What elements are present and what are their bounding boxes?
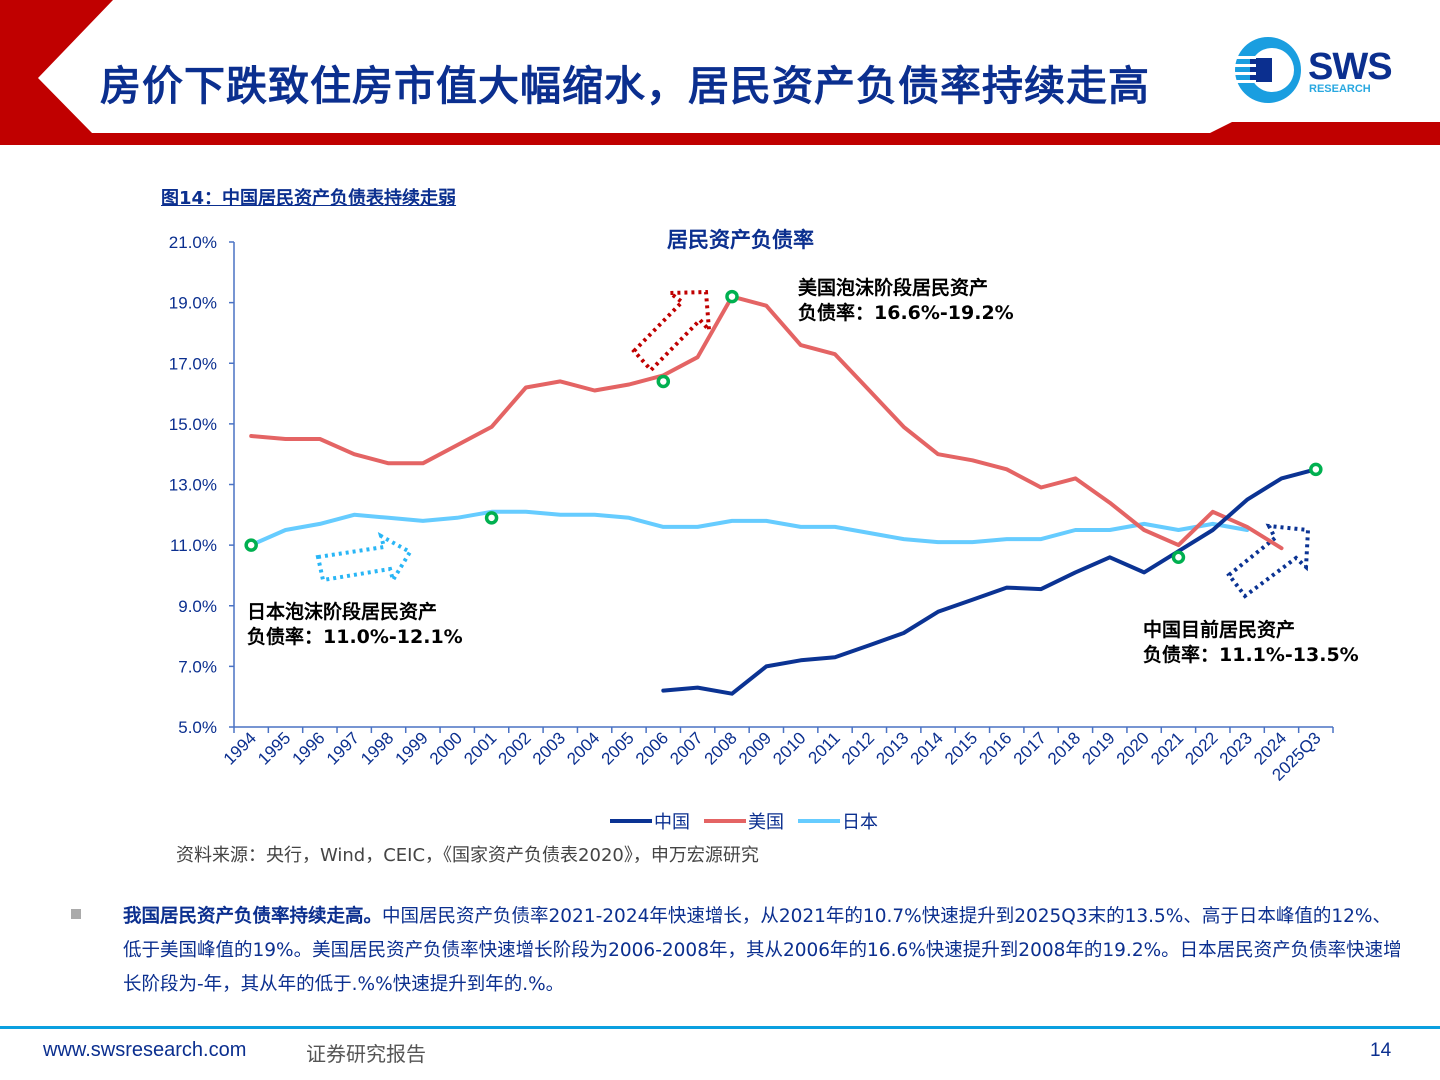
header-red-frame — [0, 0, 1440, 145]
x-tick-label: 2000 — [426, 728, 466, 768]
x-tick-label: 2005 — [598, 728, 638, 768]
figure-source: 资料来源：央行，Wind，CEIC，《国家资产负债表2020》，申万宏源研究 — [176, 845, 759, 866]
y-tick-label: 17.0% — [169, 354, 217, 373]
legend-label: 中国 — [654, 812, 690, 833]
legend-swatch — [610, 819, 652, 823]
x-tick-label: 2001 — [460, 728, 500, 768]
x-tick-label: 2013 — [872, 728, 912, 768]
x-tick-label: 2018 — [1044, 728, 1084, 768]
legend-label: 日本 — [842, 812, 878, 833]
x-tick-label: 2015 — [941, 728, 981, 768]
data-point-marker — [725, 289, 739, 304]
data-point-marker — [484, 511, 499, 525]
body-paragraph: 我国居民资产负债率持续走高。中国居民资产负债率2021-2024年快速增长，从2… — [123, 900, 1403, 1002]
x-tick-label: 1994 — [220, 728, 260, 768]
data-point-marker — [1309, 462, 1323, 477]
sws-logo-icon — [1234, 37, 1301, 103]
body-text: 中国居民资产负债率2021-2024年快速增长，从2021年的10.7%快速提升… — [123, 906, 1402, 995]
line-chart: 5.0% 7.0% 9.0% 11.0% 13.0% 15.0% 17.0% 19.0% 21.… — [169, 233, 1334, 785]
chart-legend: 中国 美国 日本 — [610, 808, 878, 834]
x-tick-label: 2020 — [1113, 728, 1153, 768]
us-annotation: 美国泡沫阶段居民资产 负债率：16.6%-19.2% — [798, 276, 1014, 326]
x-tick-label: 2003 — [529, 728, 569, 768]
body-lead: 我国居民资产负债率持续走高。 — [123, 906, 383, 927]
x-tick-label: 2002 — [495, 728, 535, 768]
legend-item-china: 中国 — [610, 808, 690, 834]
legend-item-japan: 日本 — [798, 808, 878, 834]
footer-divider — [0, 1026, 1440, 1029]
header-banner — [0, 0, 1440, 145]
x-tick-label: 2016 — [975, 728, 1015, 768]
china-annotation: 中国目前居民资产 负债率：11.1%-13.5% — [1143, 618, 1359, 668]
legend-swatch — [704, 819, 746, 823]
x-tick-label: 1998 — [357, 728, 397, 768]
legend-swatch — [798, 819, 840, 823]
x-tick-label: 2008 — [701, 728, 741, 768]
japan-trend-arrow-icon — [315, 531, 413, 586]
x-tick-label: 2006 — [632, 728, 672, 768]
x-tick-label: 1995 — [254, 728, 294, 768]
figure-title: 图14：中国居民资产负债表持续走弱 — [161, 188, 457, 209]
y-tick-label: 7.0% — [178, 657, 217, 676]
data-point-marker — [656, 374, 671, 389]
bullet-icon — [71, 909, 81, 919]
page-number: 14 — [1370, 1040, 1392, 1061]
x-tick-label: 2019 — [1078, 728, 1118, 768]
x-tick-label: 1996 — [289, 728, 329, 768]
x-tick-label: 2009 — [735, 728, 775, 768]
x-tick-label: 2011 — [805, 728, 844, 767]
annotation-line: 负债率：11.0%-12.1% — [247, 626, 463, 648]
annotation-line: 日本泡沫阶段居民资产 — [247, 601, 438, 623]
footer-label: 证券研究报告 — [306, 1042, 426, 1066]
logo-text: SWS — [1308, 46, 1393, 88]
x-tick-label: 1999 — [392, 728, 432, 768]
x-tick-label: 2022 — [1181, 728, 1221, 768]
x-tick-label: 2004 — [563, 728, 603, 768]
x-tick-label: 2007 — [666, 728, 706, 768]
y-tick-label: 13.0% — [169, 476, 217, 495]
x-tick-label: 2023 — [1216, 728, 1256, 768]
x-tick-label: 2021 — [1147, 728, 1187, 768]
y-tick-label: 21.0% — [169, 233, 217, 252]
series-line-us — [249, 294, 1284, 551]
series-line-china — [661, 467, 1318, 696]
y-tick-label: 19.0% — [169, 294, 217, 313]
trend-arrows — [315, 289, 1311, 599]
footer-url-link[interactable]: www.swsresearch.com — [43, 1039, 247, 1061]
x-tick-label: 1997 — [323, 728, 363, 768]
y-tick-label: 5.0% — [178, 718, 217, 737]
data-point-marker — [1171, 550, 1186, 564]
china-trend-arrow-icon — [1226, 523, 1311, 599]
x-tick-label: 2017 — [1010, 728, 1050, 768]
x-tick-label: 2014 — [907, 728, 947, 768]
y-tick-label: 15.0% — [169, 415, 217, 434]
annotation-line: 美国泡沫阶段居民资产 — [798, 277, 989, 299]
legend-label: 美国 — [748, 812, 784, 833]
series-line-japan — [249, 509, 1250, 548]
annotation-line: 负债率：16.6%-19.2% — [798, 302, 1014, 324]
y-tick-label: 9.0% — [178, 597, 217, 616]
chart-title: 居民资产负债率 — [667, 228, 814, 252]
x-tick-label: 2010 — [769, 728, 809, 768]
x-tick-label: 2012 — [838, 728, 878, 768]
data-point-marker — [244, 538, 258, 552]
y-tick-label: 11.0% — [170, 536, 217, 555]
legend-item-us: 美国 — [704, 808, 784, 834]
annotation-line: 中国目前居民资产 — [1143, 619, 1296, 641]
logo-subtext: RESEARCH — [1309, 83, 1371, 95]
annotation-line: 负债率：11.1%-13.5% — [1143, 644, 1359, 666]
japan-annotation: 日本泡沫阶段居民资产 负债率：11.0%-12.1% — [247, 600, 463, 650]
us-trend-arrow-icon — [631, 289, 712, 373]
page-title: 房价下跌致住房市值大幅缩水，居民资产负债率持续走高 — [100, 62, 1150, 110]
